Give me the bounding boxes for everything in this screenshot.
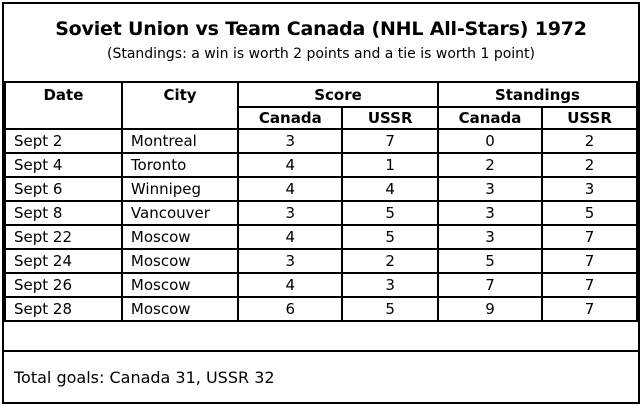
cell-score-ussr: 4: [341, 176, 439, 202]
cell-standings-ussr: 2: [541, 152, 638, 178]
cell-date: Sept 22: [4, 224, 123, 250]
header-standings-ussr: USSR: [541, 106, 638, 130]
cell-score-canada: 4: [237, 272, 344, 298]
cell-city: Vancouver: [120, 200, 240, 226]
table-body: Sept 2 Montreal 3 7 0 2 Sept 4 Toronto 4…: [4, 128, 638, 322]
cell-date: Sept 6: [4, 176, 123, 202]
cell-standings-ussr: 3: [541, 176, 638, 202]
cell-standings-canada: 3: [436, 176, 544, 202]
cell-score-canada: 3: [237, 248, 344, 274]
table-row: Sept 26 Moscow 4 3 7 7: [4, 272, 638, 298]
cell-date: Sept 4: [4, 152, 123, 178]
cell-score-ussr: 2: [341, 248, 439, 274]
cell-standings-canada: 0: [436, 128, 544, 154]
table-row: Sept 6 Winnipeg 4 4 3 3: [4, 176, 638, 202]
total-goals-text: Total goals: Canada 31, USSR 32: [14, 367, 275, 387]
header-row-teams: Canada USSR Canada USSR: [5, 106, 638, 130]
title-block: Soviet Union vs Team Canada (NHL All-Sta…: [4, 4, 638, 81]
table-header: Date City Score Standings Canada USSR Ca…: [4, 81, 638, 130]
results-table: Date City Score Standings Canada USSR Ca…: [4, 81, 638, 322]
table-row: Sept 2 Montreal 3 7 0 2: [4, 128, 638, 154]
cell-standings-canada: 5: [436, 248, 544, 274]
header-row-groups: Date City Score Standings: [4, 81, 638, 130]
table-row: Sept 22 Moscow 4 5 3 7: [4, 224, 638, 250]
cell-standings-canada: 7: [436, 272, 544, 298]
cell-standings-ussr: 5: [541, 200, 638, 226]
cell-score-ussr: 5: [341, 200, 439, 226]
page-subtitle: (Standings: a win is worth 2 points and …: [106, 46, 535, 62]
cell-city: Moscow: [120, 248, 240, 274]
cell-standings-ussr: 7: [541, 248, 638, 274]
cell-score-canada: 3: [237, 200, 344, 226]
cell-score-canada: 4: [237, 224, 344, 250]
cell-city: Moscow: [120, 272, 240, 298]
header-standings-canada: Canada: [436, 106, 544, 130]
header-score-ussr: USSR: [341, 106, 439, 130]
header-score-group: Score: [237, 81, 439, 108]
total-goals-footer: Total goals: Canada 31, USSR 32: [4, 350, 638, 402]
cell-score-canada: 4: [237, 152, 344, 178]
table-row: Sept 24 Moscow 3 2 5 7: [4, 248, 638, 274]
cell-date: Sept 26: [4, 272, 123, 298]
cell-standings-ussr: 7: [541, 224, 638, 250]
cell-score-ussr: 5: [341, 224, 439, 250]
cell-standings-canada: 2: [436, 152, 544, 178]
cell-standings-canada: 9: [436, 296, 544, 322]
cell-city: Moscow: [120, 224, 240, 250]
header-date: Date: [4, 81, 123, 130]
cell-score-canada: 4: [237, 176, 344, 202]
header-city: City: [120, 81, 240, 130]
table-row: Sept 8 Vancouver 3 5 3 5: [4, 200, 638, 226]
cell-standings-ussr: 7: [541, 296, 638, 322]
table-row: Sept 28 Moscow 6 5 9 7: [4, 296, 638, 322]
page-title: Soviet Union vs Team Canada (NHL All-Sta…: [55, 18, 587, 40]
cell-score-ussr: 3: [341, 272, 439, 298]
cell-standings-ussr: 7: [541, 272, 638, 298]
cell-city: Montreal: [120, 128, 240, 154]
cell-score-ussr: 7: [341, 128, 439, 154]
cell-score-canada: 3: [237, 128, 344, 154]
cell-date: Sept 8: [4, 200, 123, 226]
cell-standings-ussr: 2: [541, 128, 638, 154]
cell-date: Sept 24: [4, 248, 123, 274]
cell-date: Sept 2: [4, 128, 123, 154]
cell-city: Toronto: [120, 152, 240, 178]
cell-standings-canada: 3: [436, 200, 544, 226]
cell-city: Moscow: [120, 296, 240, 322]
table-row: Sept 4 Toronto 4 1 2 2: [4, 152, 638, 178]
cell-city: Winnipeg: [120, 176, 240, 202]
cell-score-ussr: 1: [341, 152, 439, 178]
header-standings-group: Standings: [436, 81, 638, 108]
cell-score-ussr: 5: [341, 296, 439, 322]
cell-standings-canada: 3: [436, 224, 544, 250]
header-score-canada: Canada: [237, 106, 344, 130]
cell-date: Sept 28: [4, 296, 123, 322]
cell-score-canada: 6: [237, 296, 344, 322]
